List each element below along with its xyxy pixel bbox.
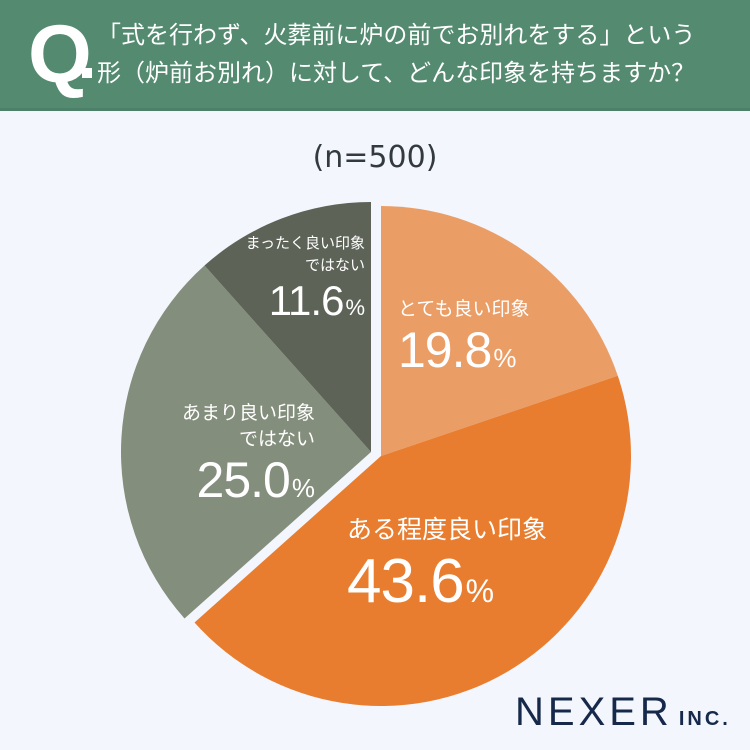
q-mark: Q xyxy=(28,9,92,100)
logo-main: NEXER xyxy=(515,690,673,734)
pie-slices xyxy=(121,202,632,707)
slice-category-2: ではない xyxy=(304,256,365,274)
slice-not-good-at-all xyxy=(204,202,371,452)
slice-somewhat-good xyxy=(194,375,632,707)
slice-category: あまり良い印象 xyxy=(181,402,315,424)
logo-suffix: INC. xyxy=(678,708,731,730)
slice-label-not-very-good: あまり良い印象 ではない 25.0% xyxy=(140,400,315,516)
sample-size: (n=500) xyxy=(312,140,438,175)
slice-category: とても良い印象 xyxy=(398,298,530,320)
slice-value: 25.0% xyxy=(196,452,315,508)
slice-value: 11.6% xyxy=(268,277,365,324)
slice-very-good xyxy=(381,206,618,456)
slice-category: ある程度良い印象 xyxy=(347,515,548,544)
nexer-logo: NEXER INC. xyxy=(515,690,731,735)
slice-label-somewhat-good: ある程度良い印象 43.6% xyxy=(347,514,547,627)
slice-label-not-good-at-all: まったく良い印象 ではない 11.6% xyxy=(210,232,365,333)
question-text: 「式を行わず、火葬前に炉の前でお別れをする」という 形（炉前お別れ）に対して、ど… xyxy=(97,16,737,92)
slice-category-2: ではない xyxy=(238,428,315,450)
question-line-1: 「式を行わず、火葬前に炉の前でお別れをする」という xyxy=(97,21,696,49)
question-header: Q 「式を行わず、火葬前に炉の前でお別れをする」という 形（炉前お別れ）に対して… xyxy=(0,0,750,111)
question-line-2: 形（炉前お別れ）に対して、どんな印象を持ちますか？ xyxy=(97,59,696,87)
slice-category: まったく良い印象 xyxy=(245,234,365,252)
slice-value: 43.6% xyxy=(347,547,495,616)
slice-not-very-good xyxy=(121,265,371,619)
q-dot-decoration xyxy=(82,68,92,78)
slice-label-very-good: とても良い印象 19.8% xyxy=(398,296,529,386)
slice-value: 19.8% xyxy=(398,322,517,378)
